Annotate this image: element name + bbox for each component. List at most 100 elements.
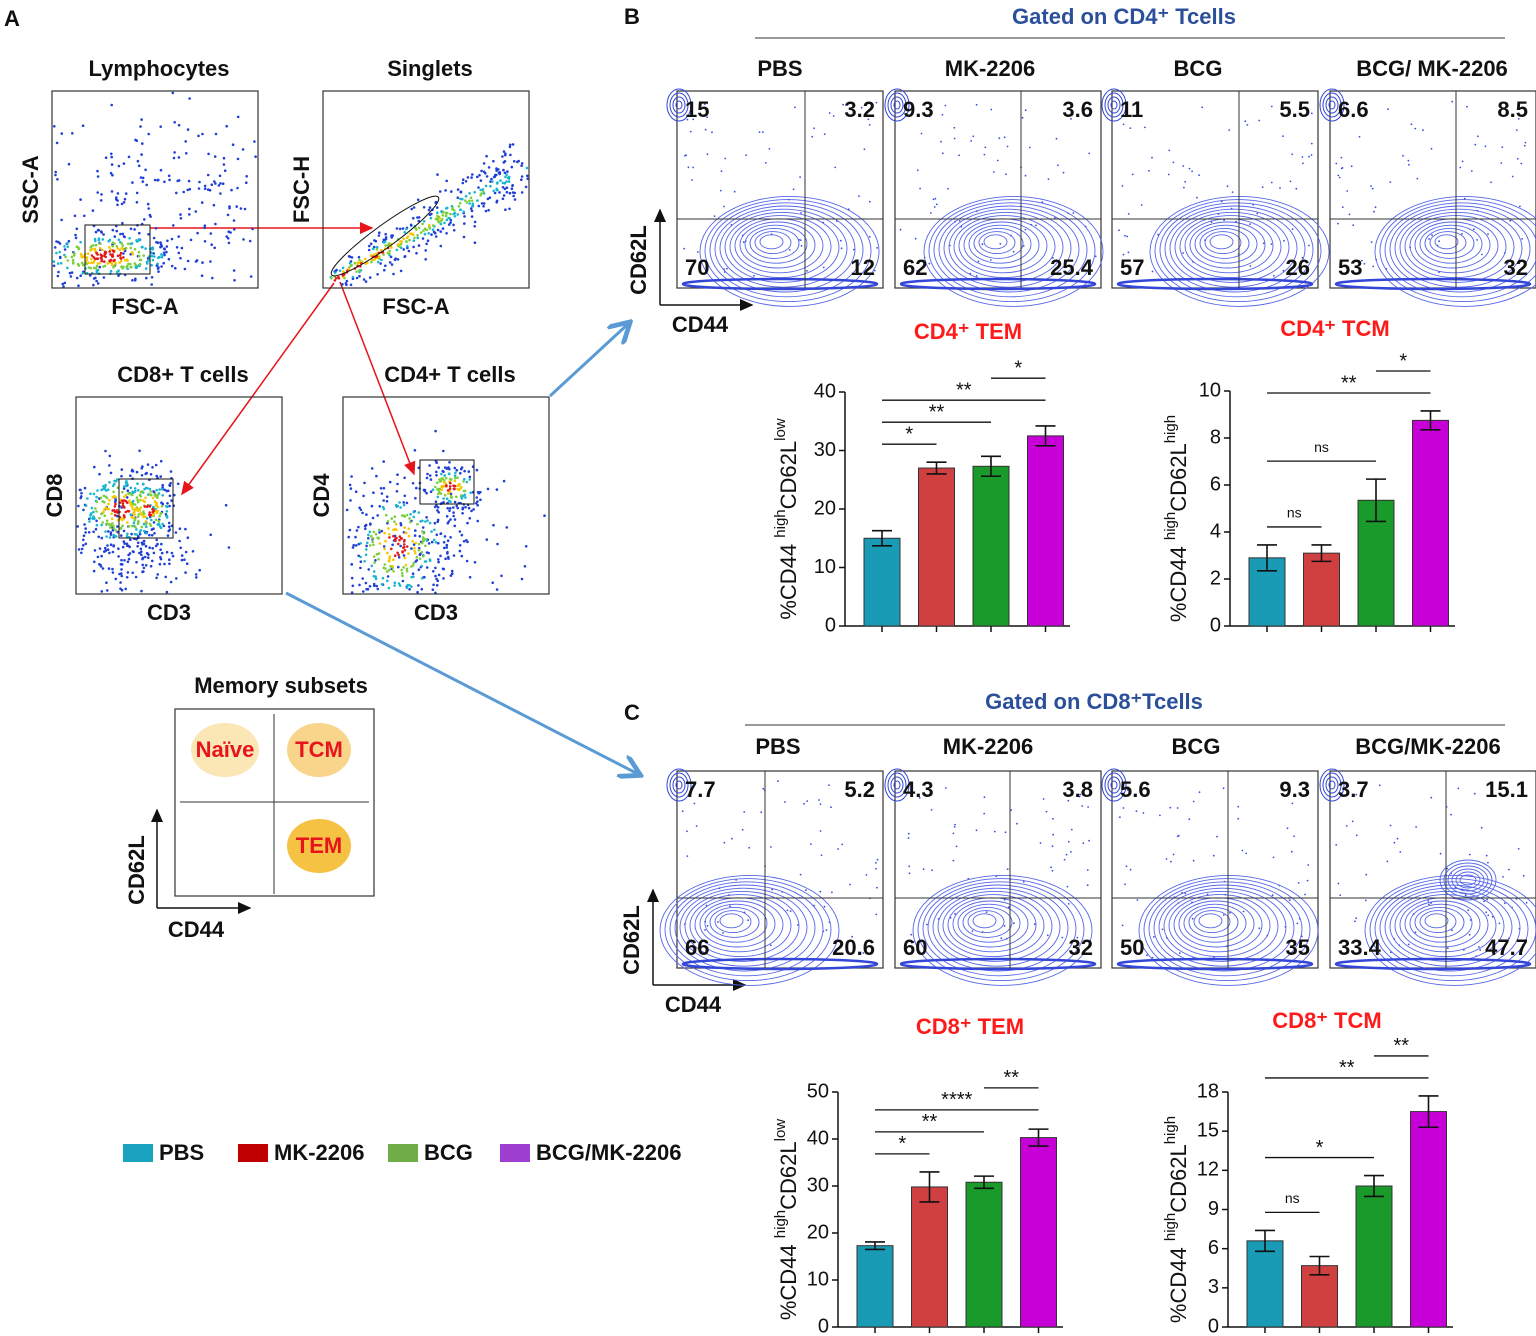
event-dot xyxy=(693,802,696,805)
event-dot xyxy=(1310,154,1313,156)
event-dot xyxy=(160,253,163,256)
event-dot xyxy=(155,511,159,515)
event-dot xyxy=(96,253,99,256)
event-dot xyxy=(109,171,113,175)
event-dot xyxy=(200,201,204,204)
plot-frame xyxy=(75,396,283,595)
event-dot xyxy=(219,182,222,185)
event-dot xyxy=(1301,156,1304,158)
event-dot xyxy=(423,560,427,563)
event-dot xyxy=(96,257,100,261)
event-dot xyxy=(160,501,163,505)
event-dot xyxy=(100,255,104,258)
event-dot xyxy=(400,568,404,572)
event-dot xyxy=(1310,142,1313,145)
bar xyxy=(972,465,1010,627)
event-dot xyxy=(170,264,174,268)
event-dot xyxy=(372,530,376,534)
legend-label: MK-2206 xyxy=(274,1140,364,1165)
event-dot xyxy=(79,496,82,500)
event-dot xyxy=(944,104,947,107)
event-dot xyxy=(476,504,480,507)
contour xyxy=(1163,890,1279,962)
event-dot xyxy=(153,255,156,258)
event-dot xyxy=(133,248,137,251)
bar xyxy=(911,1186,948,1328)
event-dot xyxy=(242,238,245,241)
event-dot xyxy=(1191,170,1193,173)
event-dot xyxy=(932,198,935,201)
event-dot xyxy=(1491,951,1494,954)
event-dot xyxy=(442,210,445,214)
event-dot xyxy=(96,175,100,178)
event-dot xyxy=(140,589,143,593)
event-dot xyxy=(108,481,111,484)
event-dot xyxy=(405,586,409,590)
event-dot xyxy=(417,466,421,470)
panel-arrow xyxy=(548,324,628,398)
event-dot xyxy=(395,248,399,252)
event-dot xyxy=(139,529,143,532)
event-dot xyxy=(935,203,938,206)
event-dot xyxy=(931,869,933,872)
event-dot xyxy=(93,266,96,270)
event-dot xyxy=(1262,242,1265,245)
event-dot xyxy=(177,123,181,127)
event-dot xyxy=(1127,213,1130,215)
event-dot xyxy=(94,276,97,280)
event-dot xyxy=(444,476,448,480)
event-dot xyxy=(122,256,125,259)
event-dot xyxy=(516,160,519,164)
event-dot xyxy=(726,267,728,270)
event-dot xyxy=(370,534,373,538)
event-dot xyxy=(103,508,106,511)
event-dot xyxy=(151,258,155,262)
contour xyxy=(1328,780,1336,790)
event-dot xyxy=(120,558,123,562)
event-dot xyxy=(140,550,143,553)
event-dot xyxy=(1370,241,1373,244)
event-dot xyxy=(368,530,372,534)
event-dot xyxy=(431,588,435,591)
event-dot xyxy=(436,495,440,499)
contour xyxy=(893,780,901,790)
event-dot xyxy=(458,201,462,205)
event-dot xyxy=(495,169,498,172)
event-dot xyxy=(112,250,116,253)
event-dot xyxy=(112,524,115,528)
event-dot xyxy=(491,180,494,183)
contour xyxy=(1178,900,1255,948)
event-dot xyxy=(462,480,465,483)
event-dot xyxy=(975,829,978,832)
event-dot xyxy=(1461,233,1463,235)
event-dot xyxy=(476,490,480,494)
event-dot xyxy=(180,554,184,557)
tem-blob xyxy=(287,819,351,873)
event-dot xyxy=(140,541,144,545)
event-dot xyxy=(504,175,507,179)
event-dot xyxy=(103,485,107,489)
event-dot xyxy=(508,143,512,147)
event-dot xyxy=(692,166,694,169)
error-bar xyxy=(1364,1174,1384,1198)
event-dot xyxy=(163,488,167,492)
event-dot xyxy=(412,543,416,546)
event-dot xyxy=(186,259,190,263)
event-dot xyxy=(111,567,114,571)
event-dot xyxy=(1438,240,1440,243)
event-dot xyxy=(79,252,83,256)
event-dot xyxy=(405,567,409,571)
event-dot xyxy=(138,493,142,497)
event-dot xyxy=(1249,223,1251,226)
event-dot xyxy=(504,153,507,157)
event-dot xyxy=(512,194,515,198)
event-dot xyxy=(464,505,467,509)
event-dot xyxy=(1346,190,1349,192)
event-dot xyxy=(127,557,131,561)
event-dot xyxy=(1306,879,1309,882)
event-dot xyxy=(430,530,433,533)
event-dot xyxy=(1341,206,1344,209)
event-dot xyxy=(165,514,168,518)
event-dot xyxy=(147,233,150,236)
event-dot xyxy=(1345,825,1348,827)
